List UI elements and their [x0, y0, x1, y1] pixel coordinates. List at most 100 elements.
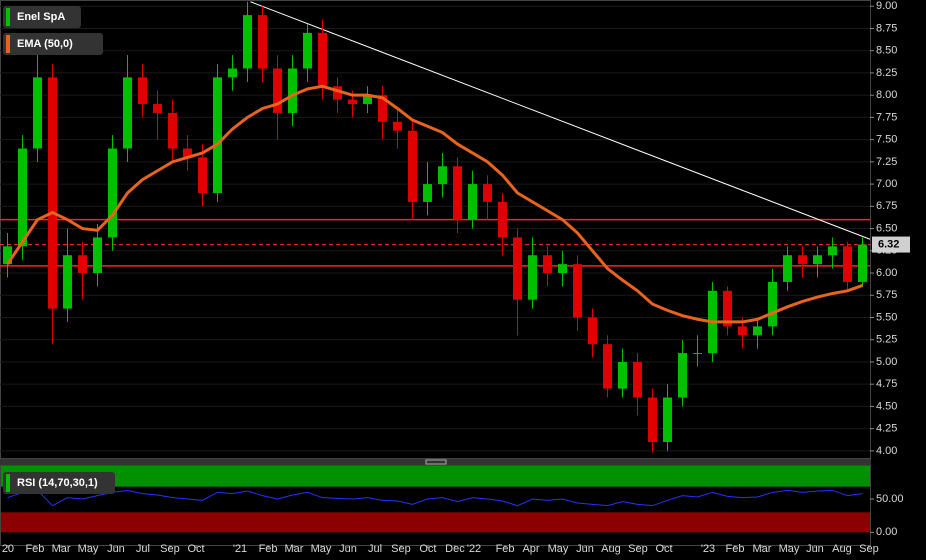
x-tick-label: Jul [368, 543, 382, 555]
legend-box [3, 472, 115, 494]
x-tick-label: May [78, 543, 99, 555]
x-tick-label: Jun [107, 543, 125, 555]
price-panel [0, 0, 871, 459]
candle-body [408, 130, 417, 202]
candle-body [648, 397, 657, 442]
price-legend: Enel SpA EMA (50,0) RSI (14,70,30,1) [3, 6, 115, 494]
y-tick-label: 7.00 [876, 178, 897, 190]
y-tick-label: 5.75 [876, 289, 897, 301]
y-tick-label: 6.75 [876, 200, 897, 212]
candle-body [528, 255, 537, 300]
candle-body [78, 255, 87, 274]
candle-body [33, 77, 42, 149]
candle-body [828, 246, 837, 256]
y-tick-label: 5.00 [876, 356, 897, 368]
candle-body [513, 237, 522, 300]
y-tick-label: 7.50 [876, 134, 897, 146]
y-tick-label: 4.75 [876, 378, 897, 390]
x-tick-label: '22 [467, 543, 481, 555]
y-tick-label: 4.50 [876, 400, 897, 412]
x-tick-label: Oct [655, 543, 672, 555]
candle-body [693, 353, 702, 355]
y-tick-label: 0.00 [876, 526, 897, 538]
legend-swatch [6, 8, 10, 26]
candle-body [858, 244, 867, 282]
candle-body [228, 68, 237, 78]
candle-body [618, 361, 627, 389]
x-tick-label: Jul [136, 543, 150, 555]
candle-body [588, 317, 597, 345]
price-label-box [872, 236, 910, 253]
x-tick-label: Jun [339, 543, 357, 555]
candle-body [363, 95, 372, 105]
x-tick-label: May [779, 543, 800, 555]
y-tick-label: 6.50 [876, 222, 897, 234]
x-tick-label: Feb [496, 543, 515, 555]
candle-body [813, 255, 822, 265]
candle-body [288, 68, 297, 113]
y-tick-label: 7.75 [876, 111, 897, 123]
legend-swatch [6, 35, 10, 53]
candle-body [18, 148, 27, 247]
candle-body [768, 281, 777, 327]
candle-body [108, 148, 117, 238]
x-tick-label: Feb [259, 543, 278, 555]
x-tick-label: Jun [806, 543, 824, 555]
legend-box [3, 6, 81, 28]
x-tick-label: Sep [628, 543, 648, 555]
candle-body [723, 290, 732, 327]
candle-body [318, 32, 327, 87]
y-tick-label: 5.25 [876, 334, 897, 346]
splitter-handle[interactable] [425, 459, 447, 465]
x-tick-label: Feb [25, 543, 44, 555]
candle-body [738, 326, 747, 336]
candle-body [183, 148, 192, 158]
candle-body [138, 77, 147, 105]
x-tick-label: Dec [445, 543, 465, 555]
y-tick-label: 4.25 [876, 423, 897, 435]
x-tick-label: '23 [701, 543, 715, 555]
legend-swatch [6, 474, 10, 492]
candle-body [93, 237, 102, 274]
candle-body [333, 86, 342, 100]
candle-body [168, 112, 177, 149]
x-tick-label: Oct [419, 543, 436, 555]
candle-body [213, 77, 222, 193]
candle-body [303, 32, 312, 69]
x-tick-label: '21 [233, 543, 247, 555]
ema-line [6, 84, 864, 324]
plot-layer: 4.004.254.504.755.005.255.505.756.006.25… [0, 0, 910, 555]
candle-body [123, 77, 132, 149]
x-tick-label: 20 [2, 543, 14, 555]
candle-body [468, 184, 477, 220]
candle-body [153, 104, 162, 113]
y-tick-label: 8.75 [876, 22, 897, 34]
candle-body [798, 255, 807, 265]
x-tick-label: Feb [726, 543, 745, 555]
y-tick-label: 5.50 [876, 311, 897, 323]
candle-body [63, 255, 72, 309]
splitter[interactable] [0, 459, 871, 465]
x-tick-label: Apr [522, 543, 539, 555]
y-tick-label: 8.00 [876, 89, 897, 101]
candle-body [258, 15, 267, 69]
candle-body [453, 166, 462, 220]
candle-body [633, 361, 642, 398]
legend-label: EMA (50,0) [17, 38, 73, 50]
x-tick-label: Aug [832, 543, 852, 555]
candle-body [753, 326, 762, 336]
candle-body [483, 184, 492, 202]
y-tick-label: 8.50 [876, 45, 897, 57]
candle-body [558, 264, 567, 274]
candle-body [378, 95, 387, 122]
candle-body [573, 264, 582, 318]
x-tick-label: Mar [52, 543, 71, 555]
candle-body [543, 255, 552, 274]
y-tick-label: 9.00 [876, 0, 897, 12]
candle-body [198, 157, 207, 193]
x-tick-label: May [548, 543, 569, 555]
candle-body [783, 255, 792, 282]
x-tick-label: Jun [576, 543, 594, 555]
